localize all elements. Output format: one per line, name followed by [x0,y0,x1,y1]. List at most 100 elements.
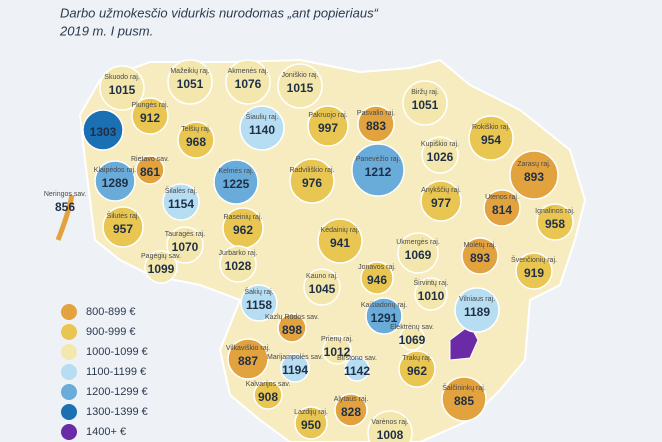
region [102,206,144,248]
region-name: Lazdijų raj. [294,409,328,416]
region [240,284,278,322]
region [167,59,213,105]
region-name: Ukmergės raj. [396,239,440,246]
region-value: 1015 [109,83,136,97]
region-name: Anykščių raj. [421,187,461,194]
region-value: 1069 [405,248,432,262]
region-name: Skuodo raj. [104,74,139,81]
region [461,237,499,275]
region [454,287,500,333]
legend-swatch [61,424,77,440]
region-name: Rietavo sav. [131,156,169,163]
region-name: Trakų raj. [402,355,431,362]
region [414,277,448,311]
legend-label: 1100-1199 € [86,366,146,378]
region [213,159,259,205]
region-value: 887 [238,354,258,368]
region-name: Raseinių raj. [224,214,263,221]
region [225,59,271,105]
region [277,63,323,109]
region-name: Kelmės raj. [218,168,253,175]
region-value: 1194 [282,363,308,377]
region-value: 893 [470,251,490,265]
region-name: Utenos raj. [485,194,519,201]
region-value: 893 [524,170,544,184]
legend-swatch [61,404,77,420]
region-name: Radviliškio raj. [289,167,334,174]
legend-swatch [61,324,77,340]
region [441,376,487,422]
legend-label: 1400+ € [86,426,126,438]
region-name: Šilalės raj. [165,186,197,195]
region-value: 1010 [418,289,445,303]
region [483,189,521,227]
region-value: 1045 [309,282,336,296]
region-value: 962 [233,223,253,237]
region [421,136,459,174]
region-value: 912 [140,111,160,125]
region [219,245,257,283]
region [131,97,169,135]
legend-swatch [61,384,77,400]
region-value: 976 [302,176,322,190]
region-name: Jurbarko raj. [219,250,258,257]
region-name: Tauragės raj. [165,231,206,238]
region-name: Kalvarijos sav. [246,381,291,388]
region [399,325,425,351]
legend-label: 1000-1099 € [86,346,148,358]
region [294,406,328,440]
region-name: Biržų raj. [411,89,439,96]
region-name: Pakruojo raj. [308,112,347,119]
region-value: 908 [258,390,278,404]
region [82,109,124,151]
region-name: Vilkaviškio raj. [226,345,270,352]
region-name: Kaišiadorių raj. [361,302,407,309]
region [402,80,448,126]
region [536,203,574,241]
legend-swatch [61,304,77,320]
region-name: Akmenės raj. [228,68,269,75]
region-name: Varėnos raj. [371,419,408,426]
region-name: Švenčionių raj. [511,255,557,264]
region-value: 977 [431,196,451,210]
region [289,158,335,204]
region [397,232,439,274]
region-name: Elektrėnų sav. [390,324,434,331]
region-value: 1051 [177,77,204,91]
region-value: 1015 [287,81,314,95]
spit [55,194,75,241]
region-name: Panevėžio raj. [356,156,400,163]
region [351,143,405,197]
region [468,115,514,161]
region-value: 941 [330,236,350,250]
region-name: Joniškio raj. [282,72,319,79]
region [515,252,553,290]
region-name: Šakių raj. [244,287,273,296]
subtitle: 2019 m. I pusm. [59,23,153,38]
region-value: 861 [140,165,160,179]
region [253,380,283,410]
region-value: 957 [113,222,133,236]
region-value: 1099 [148,262,175,276]
region-value: 1070 [172,240,199,254]
region-value: 1303 [90,125,117,139]
region-value: 814 [492,203,512,217]
region [322,335,352,365]
region-value: 968 [186,135,206,149]
region [334,393,368,427]
legend-label: 900-999 € [86,326,136,338]
region-name: Molėtų raj. [464,242,497,249]
region [177,121,215,159]
region-value: 883 [366,119,386,133]
region [398,350,436,388]
region [303,268,341,306]
region-name: Šilutės raj. [107,211,140,220]
region [367,410,413,442]
region-name: Pagėgių sav. [141,253,181,260]
region-value: 1026 [427,150,454,164]
region [317,218,363,264]
region-value: 1158 [246,298,272,312]
region [277,313,307,343]
region-value: 1051 [412,98,439,112]
